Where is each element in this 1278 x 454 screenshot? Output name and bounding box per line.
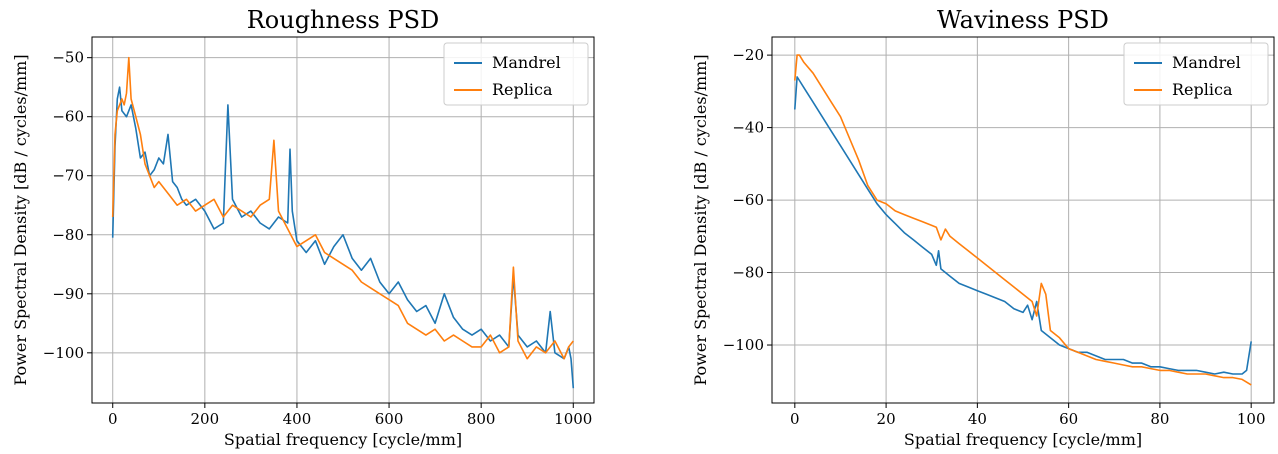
chart-2: Waviness PSD 0 20 40 60 80 100 −100 −80 −60 −40 −20…: [691, 6, 1274, 449]
legend-label-mandrel: Mandrel: [1172, 53, 1241, 72]
chart-title: Roughness PSD: [247, 6, 440, 34]
x-tick-label: 60: [1059, 410, 1078, 428]
x-axis-label: Spatial frequency [cycle/mm]: [904, 430, 1142, 449]
x-tick-label: 40: [968, 410, 987, 428]
y-tick-label: −50: [52, 49, 84, 67]
y-tick-label: −60: [52, 108, 84, 126]
y-tick-label: −60: [732, 191, 764, 209]
legend-label-replica: Replica: [492, 80, 553, 99]
x-tick-label: 600: [375, 410, 404, 428]
x-tick-label: 20: [877, 410, 896, 428]
legend-label-replica: Replica: [1172, 80, 1233, 99]
x-tick-label: 0: [790, 410, 800, 428]
chart-1: Roughness PSD 0 200 400 600 800 1000 −100 −90 −80…: [11, 6, 594, 449]
y-tick-label: −70: [52, 167, 84, 185]
legend-label-mandrel: Mandrel: [492, 53, 561, 72]
y-tick-label: −40: [732, 119, 764, 137]
series-line-mandrel: [795, 77, 1251, 374]
y-tick-label: −100: [43, 344, 84, 362]
chart-title: Waviness PSD: [937, 6, 1109, 34]
x-tick-label: 100: [1237, 410, 1266, 428]
legend: Mandrel Replica: [444, 43, 588, 105]
y-tick-label: −80: [52, 226, 84, 244]
y-tick-label: −90: [52, 285, 84, 303]
y-tick-label: −20: [732, 46, 764, 64]
x-tick-label: 1000: [554, 410, 592, 428]
x-tick-label: 800: [467, 410, 496, 428]
x-axis-label: Spatial frequency [cycle/mm]: [224, 430, 462, 449]
legend: Mandrel Replica: [1124, 43, 1268, 105]
x-tick-label: 80: [1150, 410, 1169, 428]
y-axis-label: Power Spectral Density [dB / cycles/mm]: [691, 54, 710, 385]
y-tick-label: −80: [732, 264, 764, 282]
series-line-mandrel: [113, 87, 574, 388]
x-tick-label: 400: [283, 410, 312, 428]
y-axis-label: Power Spectral Density [dB / cycles/mm]: [11, 54, 30, 385]
x-tick-label: 200: [191, 410, 220, 428]
x-tick-label: 0: [108, 410, 118, 428]
y-tick-label: −100: [723, 336, 764, 354]
